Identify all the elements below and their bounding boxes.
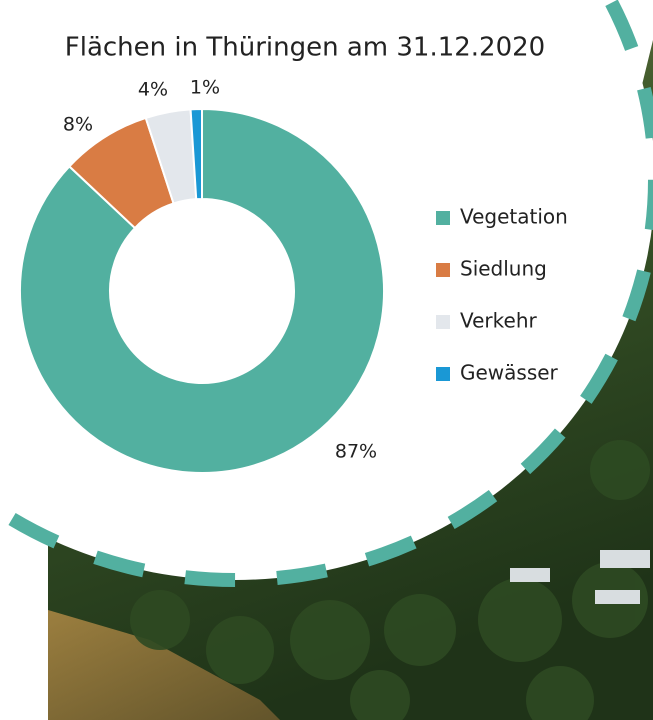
value-label: 4% xyxy=(138,79,168,101)
legend-label: Siedlung xyxy=(460,257,547,281)
chart: Flächen in Thüringen am 31.12.2020 87% 8%… xyxy=(0,0,653,720)
legend-swatch xyxy=(436,315,450,329)
value-label: 1% xyxy=(190,77,220,99)
legend-swatch xyxy=(436,367,450,381)
value-label: 8% xyxy=(63,114,93,136)
chart-title: Flächen in Thüringen am 31.12.2020 xyxy=(65,33,545,63)
legend-swatch xyxy=(436,263,450,277)
legend-label: Verkehr xyxy=(460,309,538,333)
legend-label: Vegetation xyxy=(460,205,568,229)
value-label: 87% xyxy=(335,441,377,463)
legend-label: Gewässer xyxy=(460,361,559,385)
legend-swatch xyxy=(436,211,450,225)
